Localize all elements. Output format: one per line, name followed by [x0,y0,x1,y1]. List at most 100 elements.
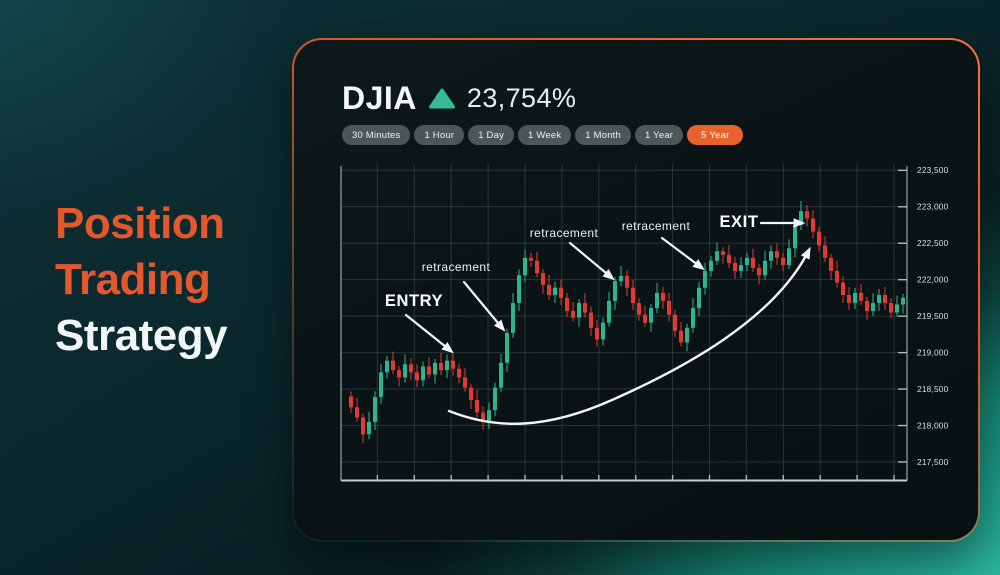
y-axis-label: 218,500 [917,384,949,394]
candle-body [853,292,857,304]
candle-body [775,251,779,258]
timeframe-button-5-year[interactable]: 5 Year [687,125,744,145]
candle-body [535,260,539,274]
candle-body [697,287,701,309]
candle-body [817,231,821,246]
candle-body [733,262,737,271]
candle-body [865,300,869,312]
title-line-2: Trading [55,255,211,304]
candle-body [601,322,605,340]
title-line-1: Position [55,199,225,248]
candle-body [739,265,743,271]
y-axis-label: 218,000 [917,420,949,430]
timeframe-button-1-month[interactable]: 1 Month [575,125,632,145]
y-axis-label: 222,000 [917,274,949,284]
candle-body [493,387,497,411]
candle-body [391,360,395,371]
candle-body [499,362,503,388]
candle-body [823,245,827,258]
candle-body [553,287,557,296]
candle-body [859,292,863,301]
candle-body [583,303,587,313]
ticker-symbol: DJIA [342,80,417,116]
candle-body [769,251,773,261]
annotation-label-retracement: retracement [530,226,599,240]
y-axis-label: 219,000 [917,347,949,357]
annotation-arrow-retracement [568,241,615,281]
candle-body [505,332,509,363]
ticker-row: DJIA 23,754% [342,80,576,117]
candle-body [799,211,803,225]
candle-body [643,314,647,323]
candle-body [349,396,353,408]
candle-body [757,268,761,276]
candle-body [649,308,653,323]
candle-body [703,270,707,288]
candle-body [721,251,725,255]
candle-body [901,297,905,305]
candle-body [841,282,845,296]
candle-body [613,281,617,301]
candle-body [781,257,785,266]
candle-body [793,224,797,249]
candle-body [679,330,683,343]
candle-body [811,218,815,232]
trading-card: DJIA 23,754% 30 Minutes 1 Hour 1 Day 1 Week… [292,38,980,542]
candle-body [367,421,371,435]
candle-body [565,297,569,312]
candle-body [577,303,581,318]
candle-body [763,260,767,276]
candle-body [547,284,551,296]
candle-body [619,276,623,282]
candle-body [397,370,401,378]
candle-body [445,360,449,371]
candle-body [691,308,695,328]
candle-body [883,295,887,304]
candle-body [559,287,563,298]
candle-body [463,377,467,388]
annotation-arrow-retracement [660,236,705,271]
candle-body [475,400,479,413]
candle-body [469,387,473,401]
candle-body [625,276,629,288]
candle-body [685,327,689,343]
candle-body [877,295,881,304]
candle-body [895,304,899,313]
candle-body [421,366,425,381]
candle-body [889,303,893,313]
candle-body [361,417,365,435]
candle-body [727,254,731,263]
timeframe-button-1-hour[interactable]: 1 Hour [414,125,465,145]
candle-body [451,360,455,369]
annotation-label-retracement: retracement [422,260,491,274]
candle-body [661,292,665,301]
candle-body [637,303,641,315]
candle-body [403,364,407,378]
candle-body [709,260,713,271]
timeframe-button-1-year[interactable]: 1 Year [635,125,684,145]
y-axis-label: 219,500 [917,311,949,321]
timeframe-row: 30 Minutes 1 Hour 1 Day 1 Week 1 Month 1 Year… [342,125,744,145]
candle-body [829,257,833,271]
candle-body [673,314,677,331]
candle-body [427,366,431,375]
candle-body [409,364,413,373]
annotation-label-entry: ENTRY [385,292,443,310]
candle-body [715,251,719,261]
y-axis-label: 223,500 [917,165,949,175]
timeframe-button-1-day[interactable]: 1 Day [468,125,515,145]
timeframe-button-1-week[interactable]: 1 Week [518,125,572,145]
price-chart: 223,500 223,000 222,500 222,000 219,500 219,0… [340,164,949,482]
triangle-up-icon [428,88,455,109]
candle-body [415,372,419,381]
candle-body [523,257,527,276]
candle-body [787,248,791,266]
annotation-arrow-retracement [462,280,506,332]
candle-body [517,275,521,304]
candle-body [355,407,359,418]
timeframe-button-30-minutes[interactable]: 30 Minutes [342,125,411,145]
candle-body [847,295,851,304]
y-axis-label: 217,500 [917,457,949,467]
candle-body [655,292,659,309]
